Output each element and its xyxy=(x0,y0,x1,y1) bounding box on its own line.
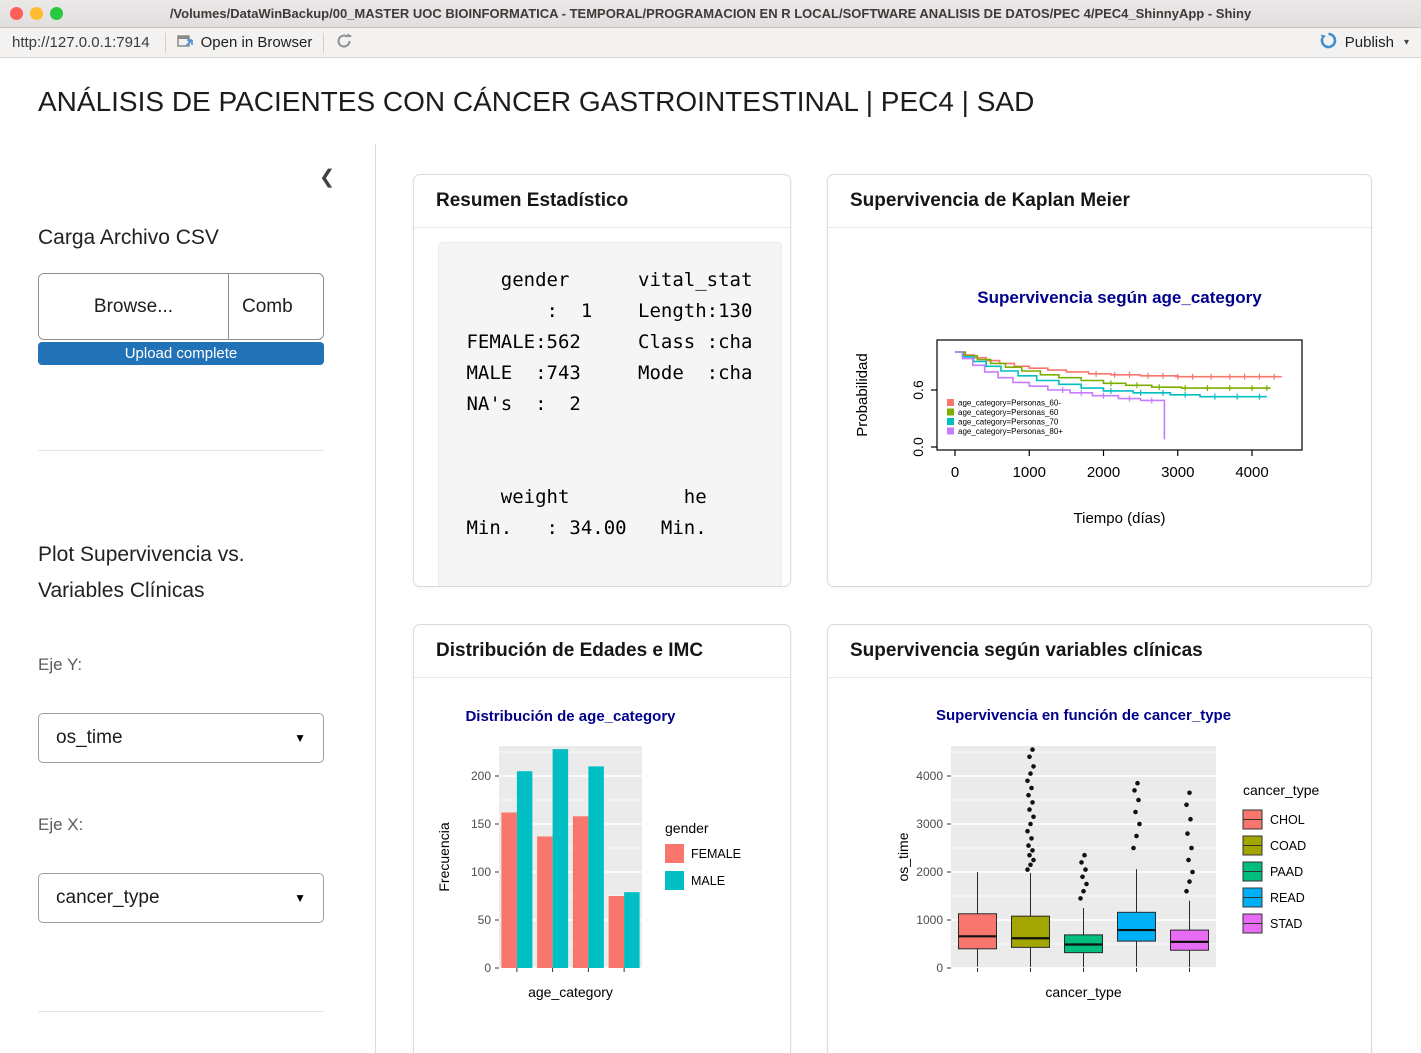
distribution-card-title: Distribución de Edades e IMC xyxy=(414,625,790,678)
svg-text:age_category=Personas_60-: age_category=Personas_60- xyxy=(958,399,1061,408)
page-title: ANÁLISIS DE PACIENTES CON CÁNCER GASTROI… xyxy=(38,86,1035,117)
svg-text:CHOL: CHOL xyxy=(1270,813,1305,827)
svg-text:cancer_type: cancer_type xyxy=(1045,984,1121,1000)
file-name-field: Comb xyxy=(242,295,293,317)
km-card-title: Supervivencia de Kaplan Meier xyxy=(828,175,1371,228)
eje-y-value: os_time xyxy=(56,727,123,748)
zoom-window-button[interactable] xyxy=(50,7,63,20)
close-window-button[interactable] xyxy=(10,7,23,20)
titlebar: /Volumes/DataWinBackup/00_MASTER UOC BIO… xyxy=(0,0,1421,28)
svg-text:READ: READ xyxy=(1270,891,1305,905)
svg-text:200: 200 xyxy=(471,769,491,783)
eje-x-value: cancer_type xyxy=(56,887,160,908)
sidebar: ❮ Carga Archivo CSV Browse... Comb Uploa… xyxy=(0,144,376,1053)
sidebar-divider xyxy=(38,450,324,451)
km-plot-svg: Supervivencia según age_category 0 1000 200… xyxy=(854,288,1303,527)
svg-text:age_category=Personas_80+: age_category=Personas_80+ xyxy=(958,427,1063,436)
svg-text:Tiempo (días): Tiempo (días) xyxy=(1074,510,1166,527)
km-plot: Supervivencia según age_category 0 1000 200… xyxy=(828,228,1371,586)
survival-variables-card: Supervivencia según variables clínicas S… xyxy=(827,624,1372,1053)
toolbar-divider xyxy=(323,32,325,53)
plot-section-heading: Plot Supervivencia vs. Variables Clínica… xyxy=(38,543,245,602)
publish-caret-icon: ▾ xyxy=(1403,37,1409,48)
svg-text:0: 0 xyxy=(936,961,943,975)
svg-text:FEMALE: FEMALE xyxy=(691,847,741,861)
distribution-plot: Distribución de age_category 0 50 100 150 200… xyxy=(414,678,790,1053)
svg-text:2000: 2000 xyxy=(1087,464,1120,481)
upload-progress-label: Upload complete xyxy=(124,345,238,362)
svg-text:3000: 3000 xyxy=(1161,464,1194,481)
svg-text:PAAD: PAAD xyxy=(1270,865,1303,879)
svg-text:Supervivencia según age_catego: Supervivencia según age_category xyxy=(977,288,1262,307)
svg-text:0.6: 0.6 xyxy=(910,380,926,400)
survival-variables-card-title: Supervivencia según variables clínicas xyxy=(828,625,1371,678)
toolbar-divider xyxy=(164,32,166,53)
eje-x-label: Eje X: xyxy=(38,815,84,834)
eje-x-select[interactable]: cancer_type ▼ xyxy=(38,873,324,923)
open-in-browser-label: Open in Browser xyxy=(200,34,313,51)
svg-text:0: 0 xyxy=(484,961,491,975)
svg-text:100: 100 xyxy=(471,865,491,879)
dist-plot-svg: Distribución de age_category 0 50 100 150 200… xyxy=(436,708,741,1000)
open-in-browser-button[interactable]: Open in Browser xyxy=(176,34,313,52)
surv-plot-svg: Supervivencia en función de cancer_type 0… xyxy=(895,707,1319,1000)
traffic-lights xyxy=(10,0,63,27)
svg-text:age_category=Personas_70: age_category=Personas_70 xyxy=(958,418,1059,427)
svg-text:COAD: COAD xyxy=(1270,839,1306,853)
distribution-card: Distribución de Edades e IMC Distribució… xyxy=(413,624,791,1053)
upload-heading: Carga Archivo CSV xyxy=(38,226,219,249)
svg-text:4000: 4000 xyxy=(1235,464,1268,481)
viewer-toolbar: http://127.0.0.1:7914 Open in Browser Pu… xyxy=(0,28,1421,58)
svg-text:Supervivencia en función de ca: Supervivencia en función de cancer_type xyxy=(936,707,1231,724)
svg-text:age_category: age_category xyxy=(528,984,613,1000)
sidebar-divider xyxy=(38,1011,324,1012)
svg-text:1000: 1000 xyxy=(916,913,943,927)
sidebar-collapse-icon[interactable]: ❮ xyxy=(319,167,335,188)
url-field: http://127.0.0.1:7914 xyxy=(12,34,150,51)
publish-label: Publish xyxy=(1344,34,1394,51)
km-card: Supervivencia de Kaplan Meier Superviven… xyxy=(827,174,1372,587)
svg-text:0: 0 xyxy=(951,464,959,481)
svg-text:STAD: STAD xyxy=(1270,917,1302,931)
publish-button[interactable]: Publish ▾ xyxy=(1320,32,1409,53)
open-in-browser-icon xyxy=(176,34,193,52)
svg-text:0.0: 0.0 xyxy=(910,437,926,457)
svg-text:os_time: os_time xyxy=(895,832,911,881)
survival-variables-plot: Supervivencia en función de cancer_type 0… xyxy=(828,678,1371,1053)
main-panel: Resumen Estadístico gender vital_stat : … xyxy=(376,144,1421,1053)
svg-text:3000: 3000 xyxy=(916,817,943,831)
browse-button[interactable]: Browse... xyxy=(39,274,229,339)
svg-text:age_category=Personas_60: age_category=Personas_60 xyxy=(958,408,1059,417)
svg-text:50: 50 xyxy=(478,913,492,927)
svg-text:150: 150 xyxy=(471,817,491,831)
shiny-app: ANÁLISIS DE PACIENTES CON CÁNCER GASTROI… xyxy=(0,58,1421,1053)
svg-text:Frecuencia: Frecuencia xyxy=(436,822,452,891)
window-title: /Volumes/DataWinBackup/00_MASTER UOC BIO… xyxy=(169,6,1252,21)
summary-card: Resumen Estadístico gender vital_stat : … xyxy=(413,174,791,587)
file-input: Browse... Comb xyxy=(38,273,324,340)
svg-text:2000: 2000 xyxy=(916,865,943,879)
eje-y-label: Eje Y: xyxy=(38,655,83,674)
refresh-icon[interactable] xyxy=(335,32,353,54)
chevron-down-icon: ▼ xyxy=(294,731,306,745)
svg-text:1000: 1000 xyxy=(1013,464,1046,481)
svg-text:MALE: MALE xyxy=(691,874,725,888)
summary-card-title: Resumen Estadístico xyxy=(414,175,790,228)
summary-scroll-area[interactable]: gender vital_stat : 1 Length:130 FEMALE:… xyxy=(414,228,790,586)
summary-text: gender vital_stat : 1 Length:130 FEMALE:… xyxy=(438,242,782,586)
minimize-window-button[interactable] xyxy=(30,7,43,20)
upload-progress-bar: Upload complete xyxy=(38,342,324,365)
chevron-down-icon: ▼ xyxy=(294,891,306,905)
svg-text:4000: 4000 xyxy=(916,769,943,783)
publish-icon xyxy=(1320,32,1337,53)
eje-y-select[interactable]: os_time ▼ xyxy=(38,713,324,763)
svg-text:Distribución de age_category: Distribución de age_category xyxy=(465,708,676,725)
svg-text:Probabilidad: Probabilidad xyxy=(854,353,871,436)
svg-text:gender: gender xyxy=(665,820,709,836)
svg-text:cancer_type: cancer_type xyxy=(1243,782,1319,798)
